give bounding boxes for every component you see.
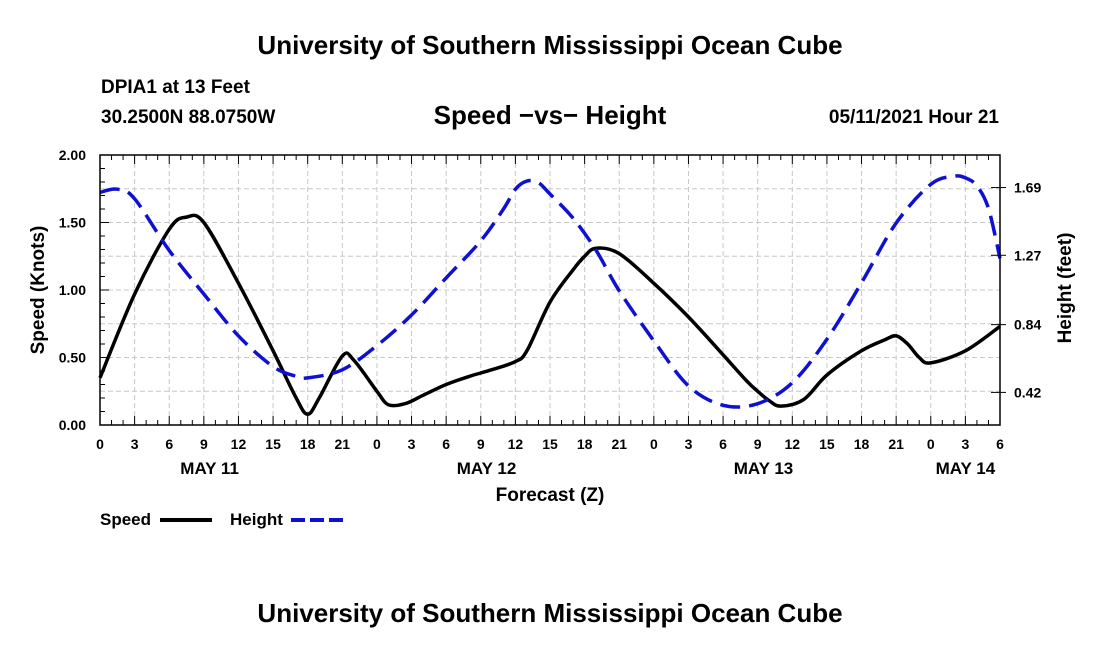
x-date-label: MAY 12 bbox=[457, 459, 517, 478]
page-title: University of Southern Mississippi Ocean… bbox=[257, 30, 843, 60]
x-date-label: MAY 13 bbox=[734, 459, 794, 478]
y-tick-label: 1.00 bbox=[59, 282, 86, 298]
x-tick-label: 6 bbox=[442, 436, 450, 452]
x-tick-label: 21 bbox=[888, 436, 904, 452]
forecast-timestamp: 05/11/2021 Hour 21 bbox=[828, 107, 999, 128]
x-tick-label: 0 bbox=[650, 436, 658, 452]
x-tick-label: 3 bbox=[131, 436, 139, 452]
y2-tick-label: 0.84 bbox=[1014, 317, 1041, 333]
y2-axis-title: Height (feet) bbox=[1055, 233, 1076, 344]
legend-label-speed: Speed bbox=[100, 510, 151, 529]
y-tick-label: 2.00 bbox=[59, 147, 86, 163]
y2-tick-label: 1.27 bbox=[1014, 247, 1041, 263]
x-date-label: MAY 11 bbox=[180, 459, 239, 478]
x-axis-title: Forecast (Z) bbox=[496, 485, 605, 506]
x-tick-label: 0 bbox=[373, 436, 381, 452]
x-tick-label: 0 bbox=[96, 436, 104, 452]
y-tick-label: 1.50 bbox=[59, 215, 86, 231]
y2-tick-label: 0.42 bbox=[1014, 384, 1041, 400]
x-tick-label: 15 bbox=[542, 436, 558, 452]
x-tick-label: 6 bbox=[996, 436, 1004, 452]
y2-tick-label: 1.69 bbox=[1014, 180, 1041, 196]
x-date-label: MAY 14 bbox=[936, 459, 996, 478]
x-tick-label: 18 bbox=[300, 436, 316, 452]
y-axis-title: Speed (Knots) bbox=[28, 226, 49, 355]
x-tick-label: 15 bbox=[265, 436, 281, 452]
x-tick-label: 18 bbox=[854, 436, 870, 452]
chart-title: Speed −vs− Height bbox=[433, 100, 667, 130]
chart-series bbox=[98, 174, 1002, 416]
x-tick-label: 12 bbox=[785, 436, 801, 452]
chart-frame bbox=[99, 154, 1006, 426]
x-tick-label: 3 bbox=[961, 436, 969, 452]
footer-title: University of Southern Mississippi Ocean… bbox=[257, 598, 843, 628]
station-coordinates: 30.2500N 88.0750W bbox=[101, 107, 276, 128]
chart-legend: Speed Height bbox=[100, 510, 343, 529]
series-line-height bbox=[99, 174, 1002, 409]
x-tick-label: 18 bbox=[577, 436, 593, 452]
x-tick-label: 6 bbox=[719, 436, 727, 452]
x-tick-label: 9 bbox=[754, 436, 762, 452]
x-tick-label: 12 bbox=[508, 436, 524, 452]
series-line-speed bbox=[98, 213, 1002, 416]
x-tick-label: 3 bbox=[408, 436, 416, 452]
legend-label-height: Height bbox=[230, 510, 283, 529]
x-tick-label: 3 bbox=[685, 436, 693, 452]
x-tick-label: 6 bbox=[165, 436, 173, 452]
x-tick-label: 9 bbox=[477, 436, 485, 452]
station-label: DPIA1 at 13 Feet bbox=[101, 77, 250, 98]
x-tick-label: 15 bbox=[819, 436, 835, 452]
chart-labels: 0 3 6 9 12 15 18 21 0 3 6 9 12 15 18 21 0 3 6 9 12 15 18 21 0 3 6M… bbox=[28, 147, 1076, 506]
x-tick-label: 21 bbox=[611, 436, 627, 452]
y-tick-label: 0.50 bbox=[59, 350, 86, 366]
x-tick-label: 9 bbox=[200, 436, 208, 452]
x-tick-label: 21 bbox=[335, 436, 351, 452]
x-tick-label: 12 bbox=[231, 436, 247, 452]
y-tick-label: 0.00 bbox=[59, 417, 86, 433]
x-tick-label: 0 bbox=[927, 436, 935, 452]
